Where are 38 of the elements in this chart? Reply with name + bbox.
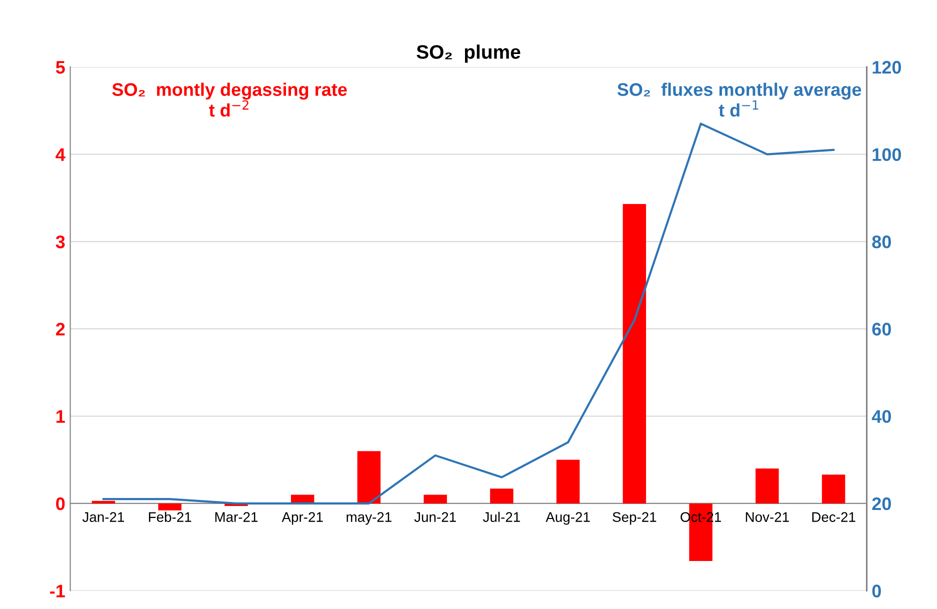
y2-tick-label: 120 (872, 60, 901, 74)
bar (158, 503, 182, 510)
y2-tick-label: 100 (872, 148, 901, 161)
y2-tick-label: 60 (872, 322, 891, 336)
bar (756, 468, 779, 504)
line-series (102, 122, 835, 504)
y-tick-label: 1 (56, 410, 65, 423)
y-tick-label: 3 (56, 236, 65, 248)
annotation: SO₂ montly degassing rate t d$^{−2}$ (112, 82, 347, 117)
x-tick-label: Mar-21 (215, 512, 258, 522)
x-tick-label: Jul-21 (482, 512, 520, 522)
x-tick-label: Nov-21 (746, 512, 789, 522)
x-tick-label: Jan-21 (82, 512, 124, 522)
chart-title: SO₂ plume (416, 44, 520, 63)
y-tick-label: 0 (56, 497, 65, 510)
x-tick-label: may-21 (346, 512, 392, 525)
x-tick-label: Dec-21 (812, 512, 856, 522)
x-tick-label: Sep-21 (612, 512, 656, 525)
y-tick-label: -1 (50, 584, 65, 598)
y2-tick-label: 0 (872, 584, 881, 598)
y2-tick-label: 20 (872, 497, 891, 510)
bar (622, 204, 646, 504)
y-tick-label: 2 (56, 322, 65, 336)
y2-tick-label: 80 (872, 236, 891, 248)
bar (92, 500, 116, 504)
x-tick-label: Jun-21 (414, 512, 456, 522)
annotation: SO₂ fluxes monthly average t d$^{−1}$ (617, 82, 862, 117)
y2-tick-label: 40 (872, 410, 891, 423)
y-tick-label: 5 (56, 61, 65, 74)
y-tick-label: 4 (56, 148, 66, 161)
bar (424, 494, 447, 504)
x-tick-label: Apr-21 (282, 512, 323, 525)
bar (357, 451, 381, 504)
x-tick-label: Feb-21 (148, 512, 192, 522)
bar (822, 474, 846, 504)
x-tick-label: Aug-21 (546, 512, 590, 525)
bar (556, 460, 580, 504)
bar (490, 488, 514, 504)
